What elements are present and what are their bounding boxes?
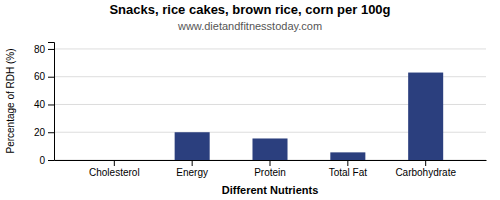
tick: 40 — [34, 99, 54, 110]
tick: 60 — [34, 71, 54, 82]
tick-label: Carbohydrate — [395, 167, 456, 178]
tick-label: 0 — [39, 155, 45, 166]
tick: 80 — [34, 44, 54, 55]
x-axis-title: Different Nutrients — [222, 184, 319, 196]
tick-mark — [114, 160, 115, 166]
title: Snacks, rice cakes, brown rice, corn per… — [109, 2, 390, 17]
subtitle: www.dietandfitnesstoday.com — [177, 20, 322, 32]
tick: 20 — [34, 127, 54, 138]
tick-label: 40 — [34, 99, 46, 110]
tick-label: Energy — [176, 167, 208, 178]
chart: Snacks, rice cakes, brown rice, corn per… — [0, 0, 500, 200]
y-axis: 0 20 40 60 80 — [34, 43, 55, 166]
tick-mark — [48, 160, 54, 161]
tick: 0 — [39, 155, 54, 166]
bar — [175, 132, 210, 160]
bar — [97, 160, 132, 161]
grid — [54, 49, 486, 160]
tick-label: Protein — [254, 167, 286, 178]
plot: 0 20 40 60 80 Cholesterol Energy Protein Total F… — [34, 43, 487, 179]
tick-label: Cholesterol — [89, 167, 140, 178]
tick: Cholesterol — [89, 160, 140, 178]
tick-label: 20 — [34, 127, 46, 138]
bar — [330, 152, 365, 160]
tick-mark — [192, 160, 193, 166]
tick-mark — [347, 160, 348, 166]
tick-mark — [48, 104, 54, 105]
tick: Protein — [254, 160, 286, 178]
axis-line — [48, 43, 55, 161]
bar — [252, 138, 287, 160]
tick-mark — [48, 132, 54, 133]
bars — [175, 73, 444, 160]
tick-mark — [48, 77, 54, 78]
x-axis: Cholesterol Energy Protein Total Fat Carbohy… — [55, 160, 487, 178]
tick: Total Fat — [329, 160, 368, 178]
tick-mark — [270, 160, 271, 166]
tick-label: Total Fat — [329, 167, 368, 178]
tick: Energy — [176, 160, 208, 178]
tick-label: 80 — [34, 44, 46, 55]
tick-label: 60 — [34, 71, 46, 82]
tick-mark — [48, 49, 54, 50]
y-axis-title: Percentage of RDH (%) — [5, 48, 16, 153]
tick: Carbohydrate — [395, 160, 456, 178]
grid-line — [54, 48, 486, 49]
bar — [408, 73, 443, 160]
tick-mark — [425, 160, 426, 166]
